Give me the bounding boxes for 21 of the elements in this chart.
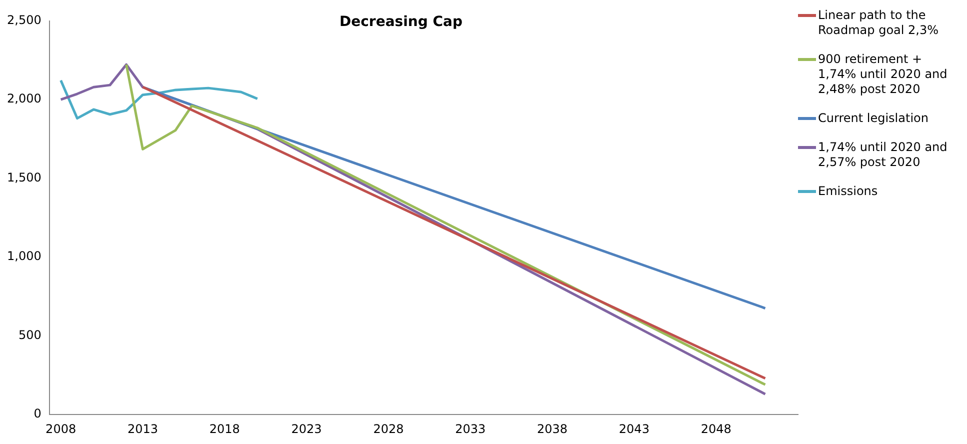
y-tick-label: 500: [18, 328, 42, 342]
x-tick-label: 2013: [127, 422, 158, 436]
y-tick-label: 1,000: [6, 249, 42, 264]
y-tick-label: 0: [34, 406, 42, 421]
x-tick-label: 2043: [618, 422, 650, 436]
legend-label: Emissions: [818, 184, 878, 199]
x-tick-label: 2023: [291, 422, 322, 436]
legend-label: 900 retirement + 1,74% until 2020 and 2,48% post 2020: [818, 52, 948, 97]
x-tick-label: 2008: [46, 422, 76, 436]
x-tick-label: 2033: [455, 422, 486, 436]
legend-label: Linear path to the Roadmap goal 2,3%: [818, 8, 940, 38]
chart-title: Decreasing Cap: [340, 14, 462, 30]
legend-label: Current legislation: [818, 111, 928, 126]
y-tick-label: 2,000: [6, 92, 42, 106]
y-tick-label: 1,500: [6, 170, 42, 184]
y-tick-label: 2,500: [6, 12, 42, 27]
x-tick-label: 2048: [700, 422, 732, 436]
x-tick-label: 2028: [373, 422, 404, 436]
x-tick-label: 2038: [537, 422, 568, 436]
x-tick-label: 2018: [209, 422, 240, 436]
legend-label: 1,74% until 2020 and 2,57% post 2020: [818, 140, 948, 170]
